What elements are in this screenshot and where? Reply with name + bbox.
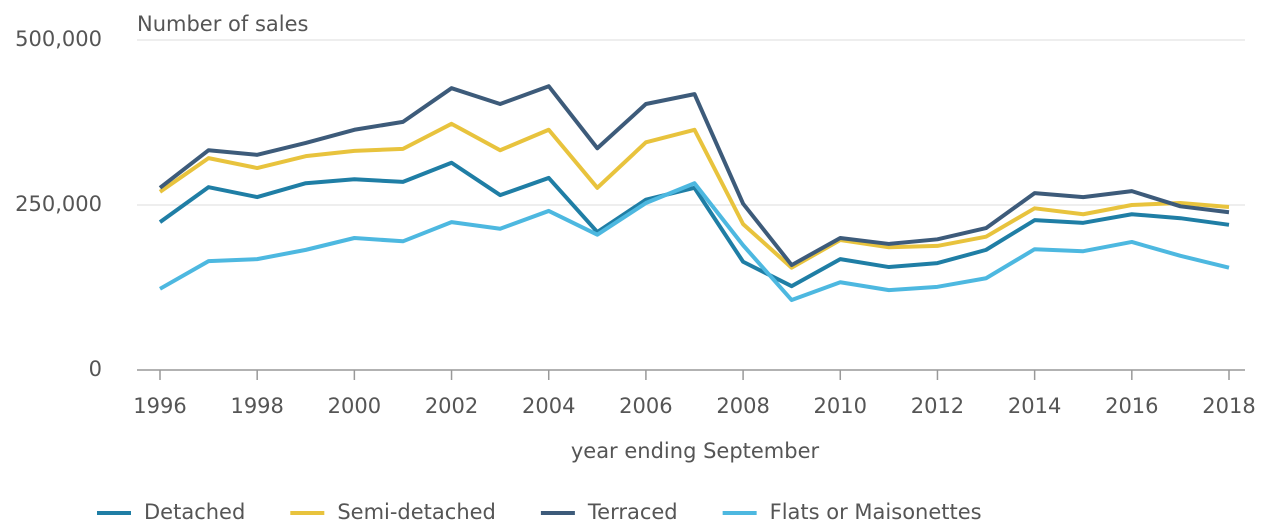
y-axis-label: Number of sales [137,12,308,36]
x-tick-label: 2006 [619,394,672,418]
x-tick-label: 2012 [911,394,964,418]
y-tick-label: 500,000 [15,27,102,51]
legend-label: Semi-detached [337,500,496,524]
legend-label: Flats or Maisonettes [770,500,982,524]
x-tick-label: 2014 [1008,394,1061,418]
x-tick-label: 2018 [1202,394,1255,418]
series-line [159,181,1230,303]
series-line [158,160,1230,289]
x-tick-label: 1998 [230,394,283,418]
x-tick-label: 2000 [328,394,381,418]
legend-label: Detached [144,500,245,524]
series-line [158,121,1230,270]
legend-label: Terraced [587,500,678,524]
x-tick-label: 2010 [814,394,867,418]
x-axis-label: year ending September [571,439,820,463]
x-tick-label: 2016 [1105,394,1158,418]
x-tick-label: 2002 [425,394,478,418]
y-tick-label: 0 [89,357,102,381]
x-tick-label: 2008 [716,394,769,418]
x-tick-label: 2004 [522,394,575,418]
y-tick-label: 250,000 [15,192,102,216]
x-tick-label: 1996 [133,394,186,418]
series-line [158,84,1230,268]
